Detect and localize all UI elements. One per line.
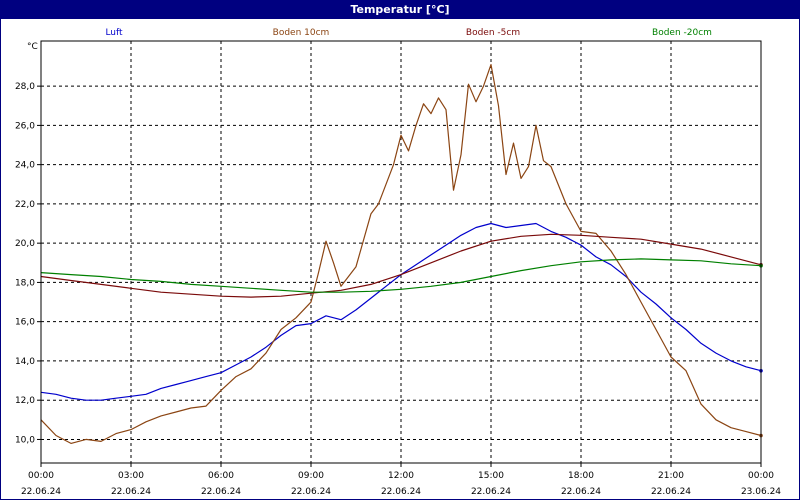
x-tick-date: 22.06.24 xyxy=(561,487,601,497)
x-tick-time: 00:00 xyxy=(28,471,54,481)
x-tick-time: 12:00 xyxy=(388,471,414,481)
y-tick-label: 12,0 xyxy=(15,396,35,406)
x-tick-date: 23.06.24 xyxy=(741,487,781,497)
x-tick-date: 22.06.24 xyxy=(21,487,61,497)
plot-frame xyxy=(40,40,762,464)
x-tick-date: 22.06.24 xyxy=(651,487,691,497)
x-axis: 00:00 22.06.24 03:00 22.06.24 06:00 22.06.24 0… xyxy=(21,463,781,497)
x-tick-date: 22.06.24 xyxy=(111,487,151,497)
y-tick-label: 26,0 xyxy=(15,121,35,131)
x-tick-time: 00:00 xyxy=(748,471,774,481)
y-axis-unit: °C xyxy=(27,42,38,52)
series-line xyxy=(40,258,762,293)
legend-item: Boden -20cm xyxy=(652,28,712,38)
y-tick-label: 28,0 xyxy=(15,82,35,92)
y-tick-label: 14,0 xyxy=(15,357,35,367)
plot-border xyxy=(40,40,762,464)
x-tick-date: 22.06.24 xyxy=(381,487,421,497)
x-tick-time: 06:00 xyxy=(208,471,234,481)
plot-lines xyxy=(40,63,763,444)
y-tick-label: 22,0 xyxy=(15,200,35,210)
y-tick-label: 18,0 xyxy=(15,278,35,288)
series-line xyxy=(40,233,762,298)
chart-title: Temperatur [°C] xyxy=(1,1,799,19)
y-tick-label: 16,0 xyxy=(15,318,35,328)
y-tick-label: 24,0 xyxy=(15,161,35,171)
y-axis: 10,0 12,0 14,0 16,0 18,0 20,0 22,0 24,0 26,0 28,0… xyxy=(15,42,41,445)
y-tick-label: 20,0 xyxy=(15,239,35,249)
legend-item: Luft xyxy=(105,28,123,38)
x-tick-time: 03:00 xyxy=(118,471,144,481)
grid-lines xyxy=(41,41,761,463)
series-line xyxy=(40,63,762,444)
x-tick-date: 22.06.24 xyxy=(471,487,511,497)
x-tick-time: 09:00 xyxy=(298,471,324,481)
x-tick-date: 22.06.24 xyxy=(201,487,241,497)
x-tick-time: 21:00 xyxy=(658,471,684,481)
x-tick-date: 22.06.24 xyxy=(291,487,331,497)
legend: Luft Boden 10cm Boden -5cm Boden -20cm xyxy=(105,28,712,38)
x-tick-time: 18:00 xyxy=(568,471,594,481)
legend-item: Boden 10cm xyxy=(273,28,330,38)
legend-item: Boden -5cm xyxy=(466,28,520,38)
x-tick-time: 15:00 xyxy=(478,471,504,481)
y-tick-label: 10,0 xyxy=(15,435,35,445)
